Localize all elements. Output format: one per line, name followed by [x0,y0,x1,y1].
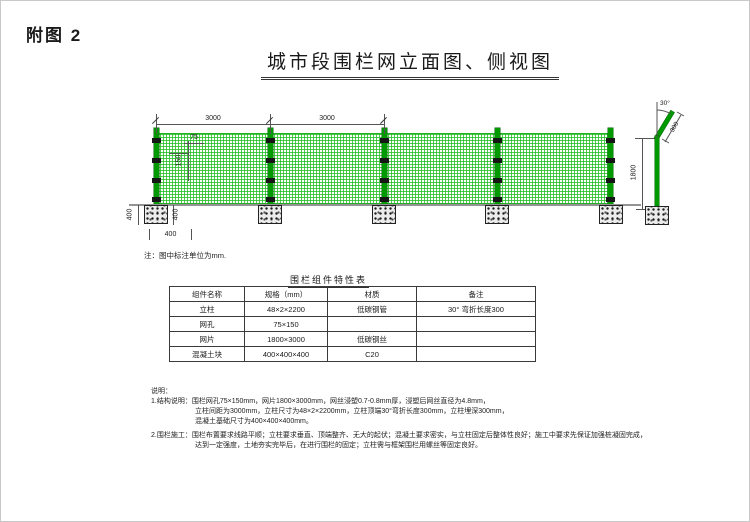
note-line: 立柱间距为3000mm，立柱尺寸为48×2×2200mm，立柱顶端30°弯折长度… [195,408,509,415]
bend-dim-line [664,114,682,143]
table-row: 立柱 48×2×2200 低碳钢管 30° 弯折长度300 [169,301,536,317]
notes-section: 说明： 1.结构说明：围栏网孔75×150mm，网片1800×3000mm，网丝… [151,387,711,451]
foundation-block-5 [599,205,623,224]
table-cell: 立柱 [169,301,245,317]
note-line: 2.围栏施工：围栏布置要求线路平顺；立柱要求垂直、顶端整齐、无大的起伏；混凝土要… [151,432,647,439]
table-cell: 1800×3000 [244,331,328,347]
foundation-depth-label-right: 400 [172,208,180,221]
side-dim-tick-top [635,138,657,139]
bend-dim-tick [676,111,685,117]
header-cell: 材质 [327,286,417,302]
table-cell: C20 [327,346,417,362]
header-cell: 组件名称 [169,286,245,302]
table-cell [416,331,536,347]
component-table-title: 围栏组件特性表 [288,270,370,288]
fence-post-1 [152,128,161,222]
main-title: 城市段围栏网立面图、侧视图 [261,47,560,80]
table-cell: 低碳钢管 [327,301,417,317]
table-cell: 75×150 [244,316,328,332]
header-cell: 备注 [416,286,536,302]
table-cell [416,346,536,362]
post-clamp [152,158,161,163]
post-clamp [493,138,502,143]
post-clamp [493,178,502,183]
note-line: 达到一定强度，土地夯实完毕后，在进行围栏的固定；立柱需与框架围栏用螺丝等固定良好… [195,442,482,449]
foundation-block-4 [485,205,509,224]
component-table: 组件名称 规格（mm） 材质 备注 立柱 48×2×2200 低碳钢管 30° … [169,286,536,362]
foundation-block-3 [372,205,396,224]
mesh-height-dim-line [188,141,189,181]
side-fence-post [655,136,659,223]
header-cell: 规格（mm） [244,286,328,302]
unit-note: 注：图中标注单位为mm. [144,251,227,260]
table-cell: 网孔 [169,316,245,332]
main-title-text: 城市段围栏网立面图、侧视图 [261,47,560,80]
bend-dim-tick [661,138,670,144]
fence-post-2 [266,128,275,222]
note-line: 混凝土基础尺寸为400×400×400mm。 [195,418,313,425]
side-height-dim-line [642,138,643,210]
mesh-detail-line [169,153,189,154]
mesh-height-label: 150 [175,154,183,167]
foundation-depth-label-left: 400 [126,208,134,221]
foundation-block-2 [258,205,282,224]
table-cell: 30° 弯折长度300 [416,301,536,317]
post-clamp [380,158,389,163]
table-cell: 400×400×400 [244,346,328,362]
post-clamp [493,197,502,202]
span-dimension-label-2: 3000 [319,115,335,122]
post-clamp [606,138,615,143]
mesh-width-label: 75 [190,134,198,141]
post-clamp [266,178,275,183]
mesh-width-dim-line [184,143,204,144]
post-clamp [380,178,389,183]
note-line: 1.结构说明：围栏网孔75×150mm，网片1800×3000mm，网丝浸塑0.… [151,398,490,405]
notes-heading: 说明： [151,388,172,395]
span-dimension-label-1: 3000 [205,115,221,122]
foundation-block-1 [144,205,168,224]
post-clamp [152,138,161,143]
table-cell: 混凝土块 [169,346,245,362]
table-cell [416,316,536,332]
post-clamp [493,158,502,163]
post-clamp [266,197,275,202]
table-cell: 低碳钢丝 [327,331,417,347]
post-clamp [152,197,161,202]
bend-length-label: 300 [669,120,681,133]
angle-arc [656,109,672,115]
table-cell: 48×2×2200 [244,301,328,317]
table-cell: 网片 [169,331,245,347]
table-row: 网片 1800×3000 低碳钢丝 [169,331,536,347]
post-clamp [606,197,615,202]
post-clamp [380,197,389,202]
foundation-dim-line [173,205,174,225]
table-row: 网孔 75×150 [169,316,536,332]
table-row: 混凝土块 400×400×400 C20 [169,346,536,362]
table-header-row: 组件名称 规格（mm） 材质 备注 [169,286,536,302]
bend-annotation: 30° 300 [656,99,685,144]
foundation-width-label: 400 [149,229,192,240]
post-clamp [380,138,389,143]
table-cell [327,316,417,332]
fence-post-5 [606,128,615,222]
post-clamp [266,158,275,163]
dimension-line [156,124,384,125]
post-clamp [606,158,615,163]
dimension-extension-line [384,114,385,134]
bend-angle-label: 30° [660,99,670,107]
side-foundation-block [645,206,669,225]
side-post-height-label: 1800 [630,164,638,181]
figure-label: 附图 2 [26,26,83,45]
post-clamp [266,138,275,143]
fence-post-4 [493,128,502,222]
fence-post-3 [380,128,389,222]
post-clamp [606,178,615,183]
post-clamp [152,178,161,183]
foundation-dim-line [138,205,139,225]
